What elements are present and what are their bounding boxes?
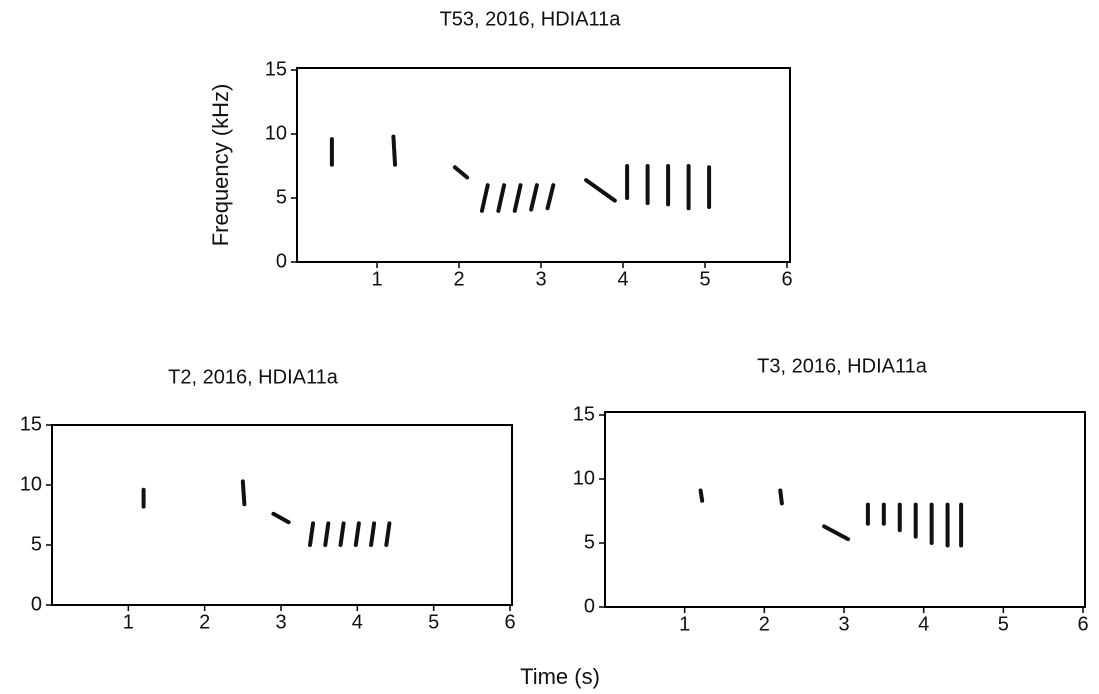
plot-frame (51, 424, 513, 606)
x-tick-label: 4 (918, 613, 929, 635)
syllable (512, 183, 523, 213)
syllable (778, 488, 784, 506)
x-tick-label: 1 (679, 613, 690, 635)
x-tick-label: 3 (535, 268, 546, 290)
x-tick-label: 5 (699, 268, 710, 290)
syllable (338, 521, 346, 547)
y-tick-label: 10 (573, 467, 595, 489)
syllable (545, 183, 556, 211)
y-axis-label: Frequency (kHz) (208, 84, 233, 247)
y-tick-label: 10 (265, 122, 287, 144)
x-tick-label: 6 (504, 611, 515, 633)
chart-title: T2, 2016, HDIA11a (168, 366, 339, 388)
y-tick-label: 5 (276, 186, 287, 208)
x-tick-label: 1 (123, 611, 134, 633)
x-tick-label: 2 (453, 268, 464, 290)
syllable (384, 521, 392, 547)
y-tick-label: 0 (584, 595, 595, 617)
x-tick-label: 6 (781, 268, 792, 290)
chart-title: T3, 2016, HDIA11a (757, 355, 928, 377)
syllable (369, 521, 377, 547)
y-tick-label: 5 (584, 531, 595, 553)
syllable (308, 521, 316, 547)
x-tick-label: 3 (838, 613, 849, 635)
syllable (698, 488, 705, 503)
syllable (240, 479, 247, 507)
syllable (584, 178, 617, 203)
plot-frame (296, 67, 791, 263)
syllable (452, 165, 470, 180)
x-tick-label: 6 (1077, 613, 1088, 635)
syllable (822, 524, 850, 542)
x-tick-label: 1 (371, 268, 382, 290)
y-tick-label: 15 (265, 58, 287, 80)
x-tick-label: 4 (352, 611, 363, 633)
syllable (323, 521, 331, 547)
plot-frame (604, 411, 1086, 608)
x-tick-label: 2 (199, 611, 210, 633)
syllable (391, 134, 398, 167)
x-tick-label: 2 (759, 613, 770, 635)
x-tick-label: 5 (428, 611, 439, 633)
x-axis-label: Time (s) (520, 664, 600, 689)
syllable (529, 183, 539, 212)
syllable (271, 511, 291, 525)
chart-title: T53, 2016, HDIA11a (440, 8, 622, 30)
y-tick-label: 15 (20, 413, 42, 435)
y-tick-label: 15 (573, 403, 595, 425)
x-tick-label: 3 (275, 611, 286, 633)
syllable (353, 521, 361, 547)
y-tick-label: 0 (276, 250, 287, 272)
y-tick-label: 5 (31, 533, 42, 555)
syllable (496, 183, 507, 213)
syllable (479, 183, 490, 213)
x-tick-label: 4 (617, 268, 628, 290)
y-tick-label: 0 (31, 593, 42, 615)
x-tick-label: 5 (998, 613, 1009, 635)
y-tick-label: 10 (20, 473, 42, 495)
